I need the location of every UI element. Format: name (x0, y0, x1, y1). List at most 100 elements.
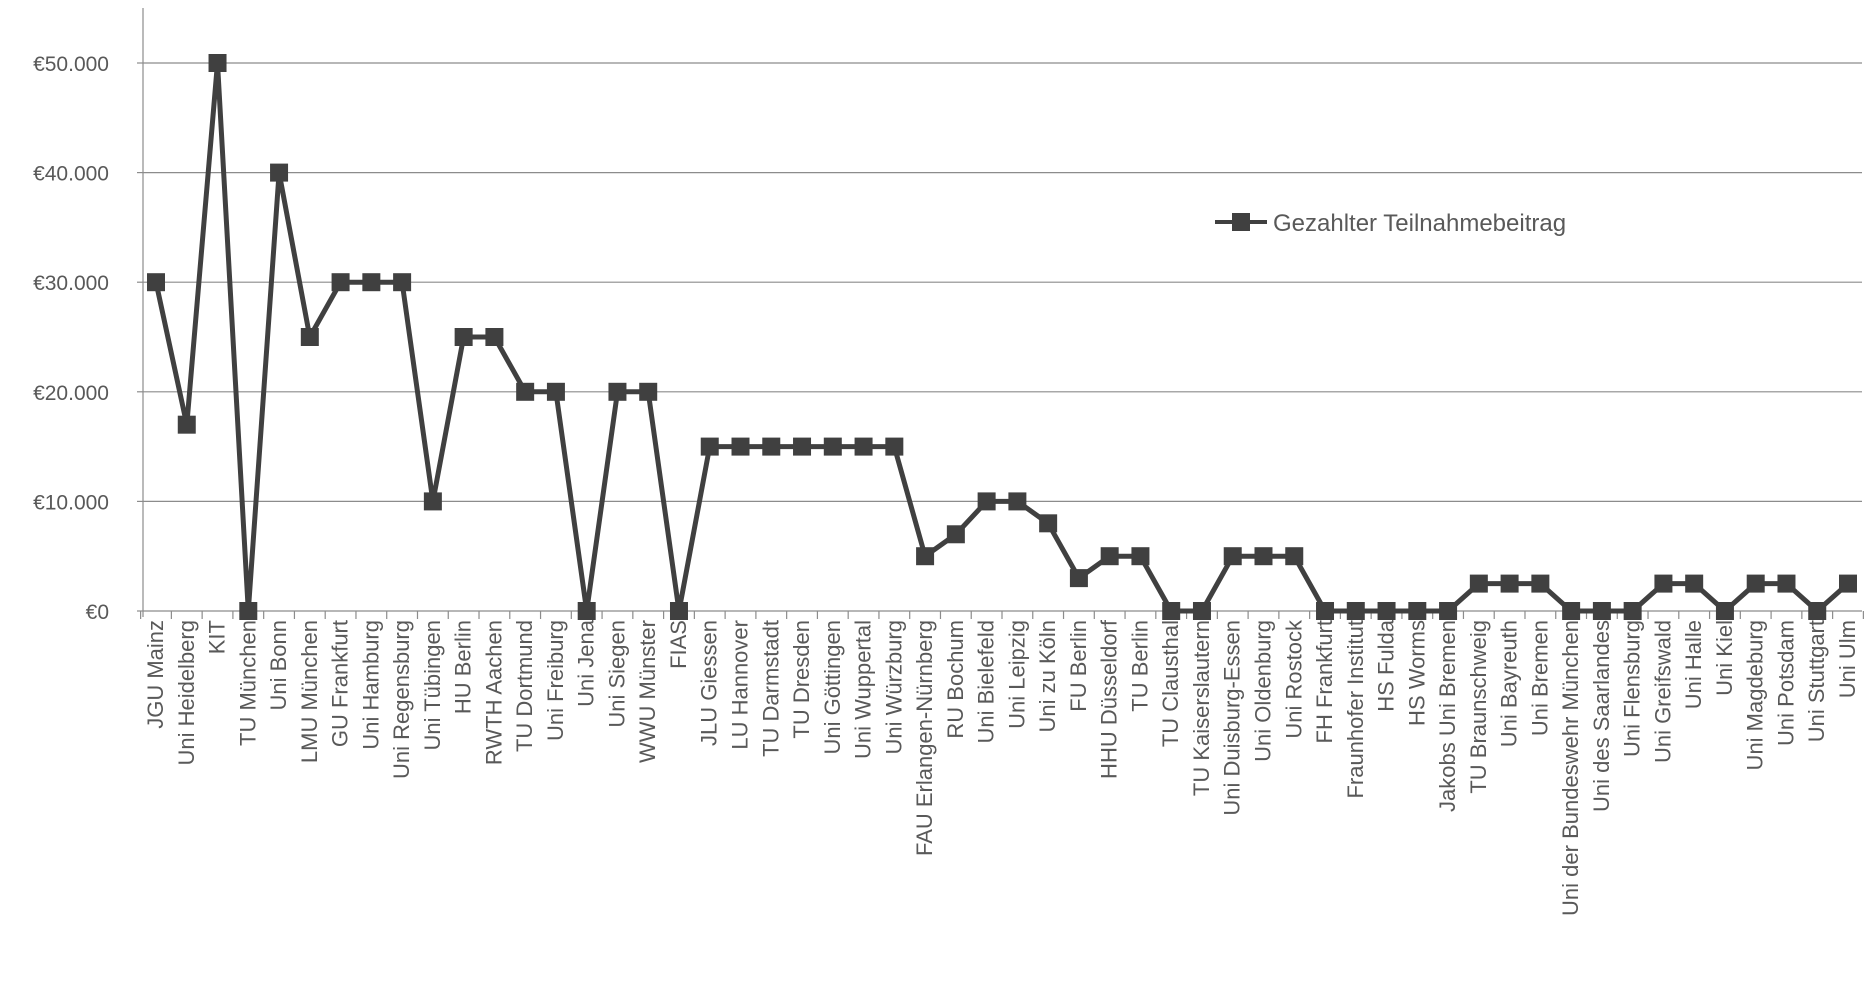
x-tick-label: TU Clausthal (1158, 620, 1183, 747)
x-tick-label: FAU Erlangen-Nürnberg (912, 620, 937, 856)
x-tick-label: RWTH Aachen (481, 620, 506, 765)
data-point (1316, 602, 1335, 620)
data-point (1500, 574, 1519, 593)
data-point (639, 382, 658, 401)
data-point (1562, 602, 1581, 620)
data-point (177, 415, 196, 434)
data-point (1746, 574, 1765, 593)
data-point (885, 437, 904, 456)
x-tick-label: HHU Düsseldorf (1097, 619, 1122, 779)
data-point (270, 163, 289, 182)
x-tick-label: HU Berlin (451, 620, 476, 714)
data-point (1346, 602, 1365, 620)
x-tick-label: Uni Ulm (1835, 620, 1860, 698)
data-point (1223, 547, 1242, 566)
x-tick-label: Uni Bonn (266, 620, 291, 711)
x-tick-label: KIT (205, 620, 230, 654)
y-tick-label: €30.000 (33, 272, 109, 295)
data-point (608, 382, 627, 401)
x-tick-label: Uni des Saarlandes (1589, 620, 1614, 812)
x-tick-label: Uni Halle (1681, 620, 1706, 709)
x-tick-label: Uni zu Köln (1035, 620, 1060, 733)
x-axis: JGU Mainz Uni Heidelberg KIT TU München Uni … (140, 610, 1864, 916)
legend-marker (1232, 213, 1250, 231)
data-point (1685, 574, 1704, 593)
x-tick-label: Uni Bielefeld (974, 620, 999, 744)
x-tick-label: Uni Flensburg (1620, 620, 1645, 757)
x-tick-label: Uni Heidelberg (174, 620, 199, 766)
x-tick-label: Uni Jena (574, 619, 599, 707)
data-point (977, 492, 996, 511)
x-tick-label: Uni der Bundeswehr München (1558, 620, 1583, 916)
x-tick-label: Uni Magdeburg (1743, 620, 1768, 770)
data-point (762, 437, 781, 456)
x-tick-label: TU Kaiserslautern (1189, 620, 1214, 796)
y-tick-label: €0 (86, 601, 109, 624)
x-tick-label: TU Dresden (789, 620, 814, 739)
x-tick-label: Uni Würzburg (881, 620, 906, 754)
data-point (1715, 602, 1734, 620)
x-tick-label: GU Frankfurt (328, 620, 353, 747)
data-point (516, 382, 535, 401)
x-tick-label: Uni Oldenburg (1250, 620, 1275, 762)
x-tick-label: LMU München (297, 620, 322, 763)
x-tick-label: TU Braunschweig (1466, 620, 1491, 794)
legend-label: Gezahlter Teilnahmebeitrag (1273, 210, 1566, 237)
x-tick-label: FIAS (666, 620, 691, 669)
x-tick-label: HS Fulda (1374, 619, 1399, 711)
data-point (1254, 547, 1273, 566)
y-tick-label: €20.000 (33, 382, 109, 405)
data-point (423, 492, 442, 511)
x-tick-label: Uni Hamburg (358, 620, 383, 750)
data-point (731, 437, 750, 456)
data-point (1469, 574, 1488, 593)
data-point (1100, 547, 1119, 566)
data-point (793, 437, 812, 456)
x-tick-label: Uni Potsdam (1773, 620, 1798, 746)
x-tick-label: FU Berlin (1066, 620, 1091, 712)
data-point (1839, 574, 1857, 593)
x-tick-label: TU München (235, 620, 260, 746)
y-tick-label: €50.000 (33, 53, 109, 76)
x-tick-label: Fraunhofer Institut (1343, 620, 1368, 799)
data-point (1808, 602, 1827, 620)
x-tick-label: Uni Tübingen (420, 620, 445, 750)
data-point (454, 328, 473, 346)
data-point (1408, 602, 1427, 620)
data-point (1377, 602, 1396, 620)
x-tick-label: Uni Wuppertal (851, 620, 876, 759)
x-tick-label: Uni Rostock (1281, 619, 1306, 739)
data-point (1008, 492, 1027, 511)
data-point (1285, 547, 1304, 566)
data-point (1069, 569, 1088, 588)
data-point (393, 273, 412, 292)
x-tick-label: Uni Freiburg (543, 620, 568, 741)
x-tick-label: FH Frankfurt (1312, 620, 1337, 743)
x-tick-label: Uni Bremen (1527, 620, 1552, 736)
x-tick-label: Jakobs Uni Bremen (1435, 620, 1460, 812)
x-tick-label: TU Dortmund (512, 620, 537, 752)
data-point (854, 437, 873, 456)
x-tick-label: WWU Münster (635, 620, 660, 763)
x-tick-label: Uni Göttingen (820, 620, 845, 755)
x-tick-label: TU Darmstadt (758, 620, 783, 757)
x-tick-label: Uni Greifswald (1650, 620, 1675, 763)
legend: Gezahlter Teilnahmebeitrag (1215, 210, 1566, 237)
x-tick-label: Uni Bayreuth (1497, 620, 1522, 747)
data-point (823, 437, 842, 456)
x-tick-label: Uni Siegen (604, 620, 629, 728)
x-tick-label: RU Bochum (943, 620, 968, 739)
data-point (485, 328, 504, 346)
x-tick-label: JGU Mainz (143, 620, 168, 729)
data-point (1162, 602, 1181, 620)
data-point (669, 602, 688, 620)
data-point (1131, 547, 1150, 566)
y-tick-label: €10.000 (33, 491, 109, 514)
data-point (916, 547, 935, 566)
data-point (362, 273, 381, 292)
x-tick-label: HS Worms (1404, 620, 1429, 726)
data-point (946, 525, 965, 544)
data-point (1654, 574, 1673, 593)
data-point (1777, 574, 1796, 593)
